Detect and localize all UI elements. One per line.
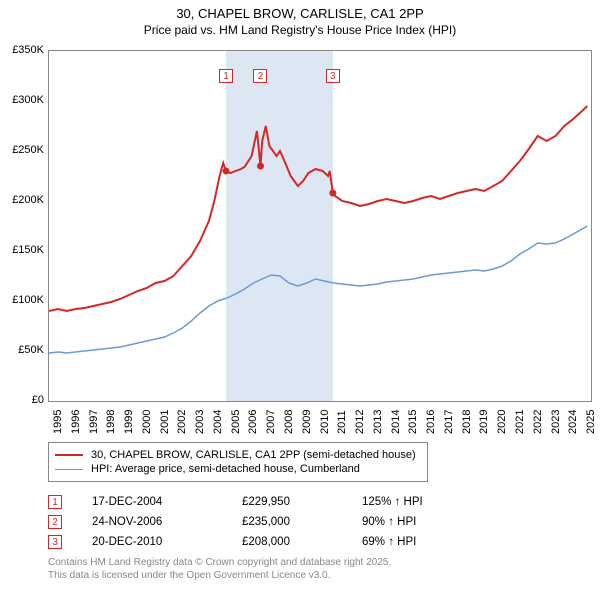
legend-label-property: 30, CHAPEL BROW, CARLISLE, CA1 2PP (semi… xyxy=(91,449,416,461)
y-tick-label: £150K xyxy=(12,244,44,256)
x-tick-label: 2003 xyxy=(194,410,206,434)
x-tick-label: 2025 xyxy=(585,410,597,434)
sales-row-price: £229,950 xyxy=(242,496,362,508)
y-tick-label: £300K xyxy=(12,94,44,106)
sale-point-3 xyxy=(329,190,336,197)
sales-row-pct: 90% ↑ HPI xyxy=(362,516,482,528)
sales-row-marker: 3 xyxy=(48,535,62,549)
title-address: 30, CHAPEL BROW, CARLISLE, CA1 2PP xyxy=(0,6,600,21)
x-tick-label: 2004 xyxy=(212,410,224,434)
series-line-hpi xyxy=(49,226,587,353)
x-tick-label: 1996 xyxy=(70,410,82,434)
x-tick-label: 2007 xyxy=(265,410,277,434)
x-tick-label: 2020 xyxy=(496,410,508,434)
x-tick-label: 2024 xyxy=(567,410,579,434)
x-tick-label: 2005 xyxy=(230,410,242,434)
plot-area: 1 2 3 xyxy=(48,50,592,402)
y-tick-label: £250K xyxy=(12,144,44,156)
x-tick-label: 1999 xyxy=(123,410,135,434)
x-tick-label: 2015 xyxy=(407,410,419,434)
x-tick-label: 2010 xyxy=(319,410,331,434)
sale-point-1 xyxy=(223,168,230,175)
sales-row-pct: 69% ↑ HPI xyxy=(362,536,482,548)
chart-container: 30, CHAPEL BROW, CARLISLE, CA1 2PP Price… xyxy=(0,0,600,590)
sales-row-price: £235,000 xyxy=(242,516,362,528)
legend-row-hpi: HPI: Average price, semi-detached house,… xyxy=(55,463,421,475)
sale-marker-3: 3 xyxy=(326,69,340,83)
x-tick-label: 2002 xyxy=(176,410,188,434)
legend-label-hpi: HPI: Average price, semi-detached house,… xyxy=(91,463,360,475)
x-tick-label: 2012 xyxy=(354,410,366,434)
x-tick-label: 2018 xyxy=(461,410,473,434)
x-tick-label: 2021 xyxy=(514,410,526,434)
legend: 30, CHAPEL BROW, CARLISLE, CA1 2PP (semi… xyxy=(48,442,428,482)
sales-row-date: 20-DEC-2010 xyxy=(92,536,242,548)
sales-row: 3 20-DEC-2010£208,00069% ↑ HPI xyxy=(48,532,482,552)
sales-row-pct: 125% ↑ HPI xyxy=(362,496,482,508)
x-tick-label: 1995 xyxy=(52,410,64,434)
legend-row-property: 30, CHAPEL BROW, CARLISLE, CA1 2PP (semi… xyxy=(55,449,421,461)
x-tick-label: 2008 xyxy=(283,410,295,434)
sales-row-price: £208,000 xyxy=(242,536,362,548)
x-tick-label: 2011 xyxy=(336,410,348,434)
y-tick-label: £200K xyxy=(12,194,44,206)
title-subtitle: Price paid vs. HM Land Registry's House … xyxy=(0,23,600,37)
sales-row: 1 17-DEC-2004£229,950125% ↑ HPI xyxy=(48,492,482,512)
y-tick-label: £50K xyxy=(18,344,44,356)
sale-marker-1: 1 xyxy=(219,69,233,83)
legend-swatch-property xyxy=(55,454,83,456)
sales-table: 1 17-DEC-2004£229,950125% ↑ HPI 2 24-NOV-20… xyxy=(48,492,482,552)
sales-row: 2 24-NOV-2006£235,00090% ↑ HPI xyxy=(48,512,482,532)
x-tick-label: 2009 xyxy=(301,410,313,434)
x-tick-label: 2016 xyxy=(425,410,437,434)
x-tick-label: 2001 xyxy=(159,410,171,434)
sale-marker-2: 2 xyxy=(253,69,267,83)
x-tick-label: 2023 xyxy=(550,410,562,434)
sale-point-2 xyxy=(257,163,264,170)
y-tick-label: £350K xyxy=(12,44,44,56)
x-tick-label: 2022 xyxy=(532,410,544,434)
title-block: 30, CHAPEL BROW, CARLISLE, CA1 2PP Price… xyxy=(0,0,600,37)
y-tick-label: £0 xyxy=(32,394,44,406)
x-tick-label: 1998 xyxy=(105,410,117,434)
x-tick-label: 1997 xyxy=(88,410,100,434)
x-tick-label: 2000 xyxy=(141,410,153,434)
footer-line2: This data is licensed under the Open Gov… xyxy=(48,570,391,583)
x-tick-label: 2017 xyxy=(443,410,455,434)
legend-swatch-hpi xyxy=(55,469,83,470)
footer-line1: Contains HM Land Registry data © Crown c… xyxy=(48,557,391,570)
footer: Contains HM Land Registry data © Crown c… xyxy=(48,557,391,582)
series-svg xyxy=(49,51,591,401)
x-tick-label: 2014 xyxy=(390,410,402,434)
x-tick-label: 2019 xyxy=(478,410,490,434)
sales-row-marker: 1 xyxy=(48,495,62,509)
sales-row-marker: 2 xyxy=(48,515,62,529)
x-tick-label: 2013 xyxy=(372,410,384,434)
x-tick-label: 2006 xyxy=(247,410,259,434)
y-tick-label: £100K xyxy=(12,294,44,306)
sales-row-date: 17-DEC-2004 xyxy=(92,496,242,508)
sales-row-date: 24-NOV-2006 xyxy=(92,516,242,528)
